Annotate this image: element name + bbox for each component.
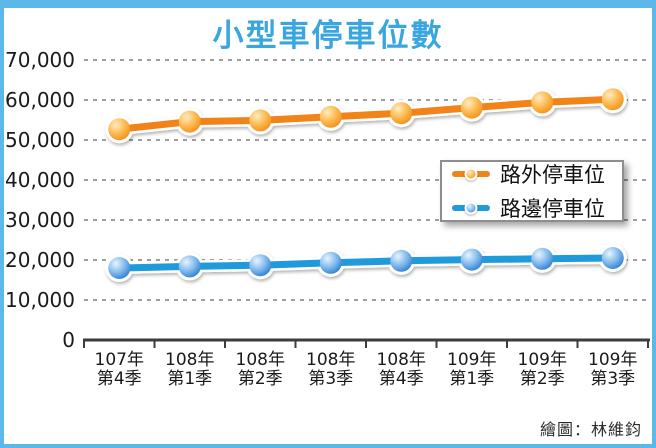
x-tick-label: 109年第3季 bbox=[588, 350, 637, 389]
data-point-0-1 bbox=[178, 110, 201, 133]
legend-label-roadside: 路邊停車位 bbox=[500, 197, 605, 221]
data-point-0-6 bbox=[531, 91, 554, 114]
x-tick-label: 108年第3季 bbox=[306, 350, 355, 389]
offstreet-series-swatch bbox=[452, 165, 490, 183]
y-tick-label: 50,000 bbox=[5, 128, 75, 152]
x-tick-label: 107年第4季 bbox=[95, 350, 144, 389]
data-point-0-2 bbox=[249, 109, 272, 132]
y-tick-label: 10,000 bbox=[5, 288, 75, 312]
y-tick-label: 60,000 bbox=[5, 88, 75, 112]
chart-legend: 路外停車位 路邊停車位 bbox=[440, 160, 624, 222]
data-point-0-7 bbox=[601, 88, 624, 111]
data-point-1-4 bbox=[390, 249, 413, 272]
parking-spaces-line-chart: 0 10,000 20,000 30,000 40,000 50,000 60,000 70,… bbox=[5, 48, 650, 389]
x-tick-label: 109年第2季 bbox=[518, 350, 567, 389]
y-tick-label: 30,000 bbox=[5, 208, 75, 232]
y-tick-label: 0 bbox=[62, 328, 75, 352]
roadside-marker-sample bbox=[464, 201, 478, 215]
series-line-0 bbox=[115, 95, 617, 133]
y-tick-label: 40,000 bbox=[5, 168, 75, 192]
roadside-series-swatch bbox=[452, 199, 490, 217]
data-point-0-5 bbox=[460, 96, 483, 119]
chart-title: 小型車停車位數 bbox=[212, 18, 444, 54]
data-point-0-0 bbox=[108, 118, 131, 141]
x-tick-label: 108年第2季 bbox=[236, 350, 285, 389]
data-point-1-5 bbox=[460, 248, 483, 271]
credit-text: 繪圖：林維鈞 bbox=[539, 420, 642, 439]
data-point-1-7 bbox=[601, 247, 624, 269]
y-tick-label: 20,000 bbox=[5, 248, 75, 272]
y-tick-label: 70,000 bbox=[5, 48, 75, 72]
data-point-0-3 bbox=[319, 105, 342, 128]
data-point-1-3 bbox=[319, 251, 342, 274]
data-point-1-1 bbox=[178, 255, 201, 278]
x-tick-label: 108年第1季 bbox=[165, 350, 214, 389]
legend-label-offstreet: 路外停車位 bbox=[500, 163, 605, 187]
series-line-1 bbox=[115, 254, 617, 272]
data-point-0-4 bbox=[390, 102, 413, 125]
legend-item-offstreet: 路外停車位 bbox=[452, 159, 612, 189]
legend-item-roadside: 路邊停車位 bbox=[452, 193, 612, 223]
x-tick-label: 109年第1季 bbox=[447, 350, 496, 389]
offstreet-marker-sample bbox=[464, 167, 478, 181]
data-point-1-0 bbox=[108, 257, 131, 279]
x-tick-label: 108年第4季 bbox=[377, 350, 426, 389]
data-point-1-2 bbox=[249, 254, 272, 277]
data-point-1-6 bbox=[531, 247, 554, 270]
